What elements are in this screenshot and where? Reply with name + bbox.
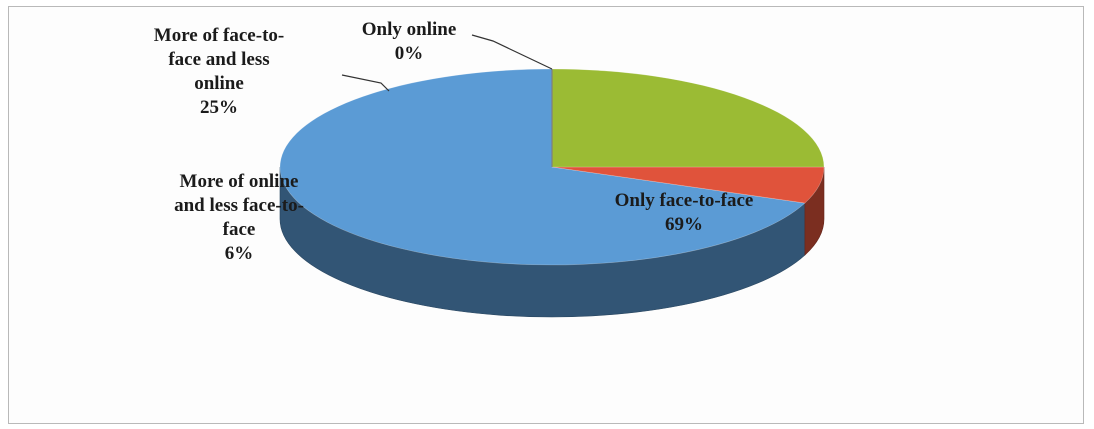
slice-label-line: online bbox=[194, 73, 244, 94]
slice-label-line: face and less bbox=[168, 49, 269, 70]
chart-frame: Only face-to-face 69% More of online and le… bbox=[8, 6, 1084, 424]
pie-slice-0 bbox=[279, 68, 806, 266]
slice-label-3: Only online 0% bbox=[362, 19, 457, 64]
pie-slices bbox=[279, 68, 825, 266]
slice-label-line: face bbox=[223, 219, 256, 240]
slice-label-0: Only face-to-face 69% bbox=[615, 190, 754, 235]
slice-value-1: 6% bbox=[225, 243, 254, 264]
slice-value-0: 69% bbox=[665, 214, 703, 235]
leader-line-3 bbox=[471, 34, 553, 70]
slice-label-line: More of face-to- bbox=[154, 25, 284, 46]
leader-line-2 bbox=[341, 74, 390, 92]
pie-chart: Only face-to-face 69% More of online and le… bbox=[154, 19, 825, 318]
pie-slice-2 bbox=[551, 68, 825, 168]
pie-slice-1 bbox=[551, 166, 825, 204]
slice-value-2: 25% bbox=[200, 97, 238, 118]
slice-label-line: More of online bbox=[180, 171, 299, 192]
slice-label-line: and less face-to- bbox=[174, 195, 304, 216]
slice-label-line: Only online bbox=[362, 19, 457, 40]
slice-label-2: More of face-to-face and less online 25% bbox=[154, 25, 284, 118]
slice-label-1: More of online and less face-to-face 6% bbox=[174, 171, 304, 264]
slice-value-3: 0% bbox=[395, 43, 424, 64]
slice-label-line: Only face-to-face bbox=[615, 190, 754, 211]
